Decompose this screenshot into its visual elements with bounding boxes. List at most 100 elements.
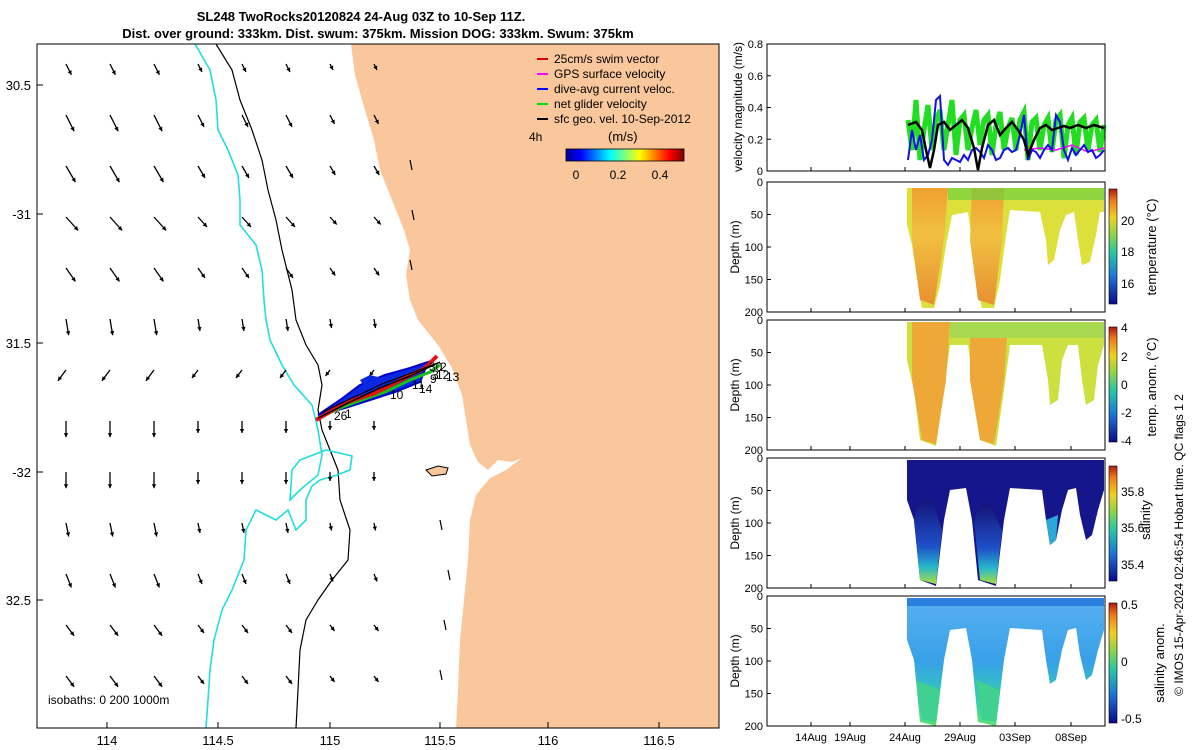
current-vector-arrowhead bbox=[157, 682, 163, 687]
depth-tick-label: 150 bbox=[745, 689, 763, 701]
current-vector-arrowhead bbox=[151, 433, 157, 438]
swim-vector-track bbox=[314, 354, 439, 422]
speed-colorbar-ticks: 0 0.2 0.4 bbox=[573, 168, 669, 182]
temp-anom-cbar-tick: -4 bbox=[1121, 434, 1132, 448]
current-vector-arrowhead bbox=[155, 70, 160, 75]
current-vector-arrowhead bbox=[197, 528, 202, 533]
current-vector-arrowhead bbox=[280, 373, 285, 378]
current-vector-arrowhead bbox=[374, 677, 379, 682]
current-vector-arrow bbox=[439, 519, 443, 531]
map-x-tick-label: 116.5 bbox=[643, 733, 675, 748]
current-vector-arrowhead bbox=[200, 273, 205, 278]
salinity-cbar-tick: 35.4 bbox=[1121, 558, 1145, 572]
current-vector-arrowhead bbox=[195, 429, 201, 433]
current-vector-arrowhead bbox=[287, 679, 292, 684]
map-x-tick-label: 114.5 bbox=[202, 733, 234, 748]
depth-tick-label: 100 bbox=[745, 380, 763, 392]
temperature-field bbox=[907, 188, 1104, 308]
speed-colorbar bbox=[565, 148, 685, 162]
salinity-colorbar bbox=[1108, 465, 1118, 582]
current-vector-arrowhead bbox=[375, 170, 380, 175]
time-tick-label: 14Aug bbox=[795, 732, 827, 744]
current-vector-arrowhead bbox=[65, 532, 71, 537]
title-line-1: SL248 TwoRocks20120824 24-Aug 03Z to 10-… bbox=[197, 9, 526, 24]
isobath-1000m bbox=[194, 44, 353, 728]
current-vector-arrow bbox=[409, 259, 413, 271]
temp-anom-surface-layer bbox=[950, 322, 1104, 338]
sfc-geo-velocity-line bbox=[907, 117, 1105, 171]
map-y-ticks: 30.5 -31 31.5 -32 32.5 bbox=[6, 78, 43, 608]
current-vector-arrowhead bbox=[243, 679, 248, 684]
current-vector-arrow bbox=[411, 209, 415, 221]
current-vector-arrowhead bbox=[369, 371, 374, 376]
temp-anom-cbar-label: temp. anom. (°C) bbox=[1144, 337, 1159, 436]
track-label: 12 bbox=[436, 368, 450, 382]
temperature-colorbar bbox=[1108, 188, 1118, 305]
current-vector-arrowhead bbox=[109, 532, 115, 537]
time-tick-label: 29Aug bbox=[944, 732, 976, 744]
isobath-200m bbox=[215, 44, 351, 728]
current-vector-arrowhead bbox=[115, 177, 120, 183]
current-vector-arrowhead bbox=[201, 173, 205, 178]
time-tick-label: 03Sep bbox=[999, 732, 1031, 744]
temp-anom-cbar-tick: 2 bbox=[1121, 350, 1128, 364]
current-vector-arrowhead bbox=[286, 579, 291, 584]
sal-anom-column-2 bbox=[976, 680, 1000, 722]
salinity-cbar-tick: 35.8 bbox=[1121, 485, 1145, 499]
current-vector-arrowhead bbox=[158, 126, 163, 132]
temperature-surface-layer bbox=[948, 188, 1104, 200]
current-vector-arrowhead bbox=[69, 682, 75, 687]
current-vector-arrowhead bbox=[151, 484, 157, 489]
map-y-tick-label: 31.5 bbox=[6, 336, 31, 351]
current-vector-arrowhead bbox=[115, 276, 120, 282]
track-label: 30 bbox=[429, 360, 443, 374]
depth-tick-label: 200 bbox=[745, 307, 763, 319]
salinity-column-1 bbox=[914, 500, 942, 584]
current-vector-arrowhead bbox=[73, 226, 79, 231]
legend-label: dive-avg current veloc. bbox=[554, 82, 675, 96]
speed-colorbar-tick: 0 bbox=[573, 168, 580, 182]
current-vector-arrowhead bbox=[198, 67, 203, 72]
current-vector-arrowhead bbox=[242, 579, 247, 584]
map-y-tick-label: -32 bbox=[12, 465, 31, 480]
velocity-y-tick-label: 0.6 bbox=[748, 71, 763, 83]
velocity-y-tick-label: 0.4 bbox=[748, 103, 763, 115]
current-vector-arrowhead bbox=[328, 323, 334, 328]
temperature-panel: Depth (m) 0 50 100 150 200 20 18 16 temperat… bbox=[728, 177, 1159, 319]
current-vector-arrowhead bbox=[332, 220, 337, 225]
depth-tick-label: 200 bbox=[745, 721, 763, 733]
current-vector-arrowhead bbox=[331, 170, 336, 175]
current-vector-arrowhead bbox=[107, 484, 113, 489]
current-vector-arrowhead bbox=[239, 429, 245, 433]
map-x-tick-label: 115 bbox=[320, 733, 341, 748]
current-vector-arrowhead bbox=[197, 326, 202, 331]
map-x-tick-label: 115.5 bbox=[424, 733, 456, 748]
current-vector-arrowhead bbox=[65, 330, 71, 336]
sal-anom-cbar-tick: -0.5 bbox=[1121, 712, 1142, 726]
current-vector-arrowhead bbox=[373, 576, 378, 582]
current-vector-arrowhead bbox=[159, 276, 164, 282]
velocity-y-ticks: 0 0.2 0.4 0.6 0.8 bbox=[748, 39, 771, 178]
current-vector-arrowhead bbox=[113, 631, 119, 636]
legend-label: 25cm/s swim vector bbox=[554, 52, 659, 66]
glider-track bbox=[314, 354, 441, 422]
depth-tick-label: 50 bbox=[751, 486, 763, 498]
current-vector-arrowhead bbox=[244, 122, 249, 127]
current-vector-arrowhead bbox=[290, 222, 295, 227]
depth-tick-label: 50 bbox=[751, 210, 763, 222]
salinity-cbar-tick: 35.6 bbox=[1121, 521, 1145, 535]
current-vector-arrowhead bbox=[113, 682, 119, 687]
velocity-y-tick-label: 0 bbox=[757, 166, 763, 178]
track-label: 2 bbox=[440, 360, 447, 374]
current-vector-arrowhead bbox=[159, 177, 164, 183]
depth-tick-label: 150 bbox=[745, 413, 763, 425]
current-vector-arrowhead bbox=[331, 270, 336, 276]
current-vector-arrow bbox=[439, 669, 443, 681]
current-vector-arrowhead bbox=[246, 222, 251, 227]
depth-tick-label: 50 bbox=[751, 624, 763, 636]
current-vector-arrowhead bbox=[286, 67, 291, 72]
current-vector-arrowhead bbox=[376, 220, 381, 225]
current-vector-arrowhead bbox=[372, 323, 378, 328]
temperature-y-ticks: 0 50 100 150 200 bbox=[745, 177, 771, 319]
salinity-ylabel: Depth (m) bbox=[728, 496, 742, 549]
